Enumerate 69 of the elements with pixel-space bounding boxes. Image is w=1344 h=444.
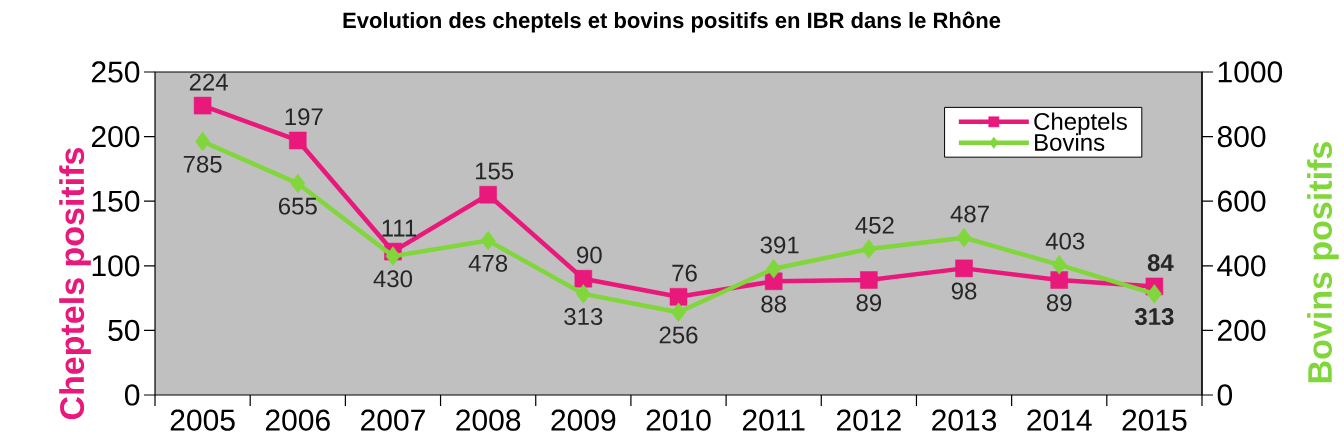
point	[955, 259, 973, 278]
data-label: 84	[1147, 254, 1174, 272]
y2-tick-label: 600	[1218, 190, 1266, 212]
point	[574, 269, 593, 288]
data-label: 430	[373, 270, 413, 288]
y-tick-label: 200	[91, 125, 140, 148]
data-label: 197	[285, 108, 323, 126]
data-label: 313	[564, 308, 603, 326]
legend-label: Cheptels	[1034, 112, 1127, 135]
y-tick-label: 50	[108, 319, 140, 342]
data-label: 452	[855, 216, 894, 234]
y-axis-title: Cheptels positifs	[59, 148, 91, 420]
x-tick-label: 2008	[456, 409, 521, 431]
point	[290, 173, 306, 194]
data-label: 89	[1046, 294, 1072, 312]
point	[385, 246, 401, 266]
data-label: 88	[761, 295, 786, 313]
x-tick-label: 2015	[1122, 409, 1187, 431]
data-label: 98	[951, 282, 977, 300]
data-label: 256	[659, 326, 698, 344]
data-label: 403	[1045, 232, 1085, 250]
y2-tick-label: 400	[1217, 255, 1266, 277]
data-label: 76	[672, 264, 697, 282]
x-tick-label: 2013	[932, 409, 997, 431]
x-tick-label: 2005	[170, 409, 235, 431]
x-tick-label: 2012	[837, 409, 901, 431]
data-label: 89	[856, 294, 882, 312]
data-label: 391	[760, 236, 799, 254]
point	[195, 131, 210, 152]
y2-tick-label: 800	[1217, 125, 1266, 148]
x-tick-label: 2006	[265, 409, 330, 431]
y2-tick-label: 0	[1217, 384, 1233, 406]
data-label: 224	[189, 73, 228, 91]
y-tick-label: 150	[92, 190, 140, 212]
y2-tick-label: 200	[1218, 319, 1266, 342]
data-label: 487	[950, 205, 989, 223]
data-label: 478	[468, 254, 508, 272]
chart-title: Evolution des cheptels et bovins positifs en IBR dans le Rhône	[343, 11, 1001, 33]
point	[479, 185, 497, 204]
point	[766, 258, 782, 279]
data-label: 655	[278, 197, 317, 215]
point	[671, 302, 686, 323]
x-tick-label: 2010	[646, 409, 711, 431]
point	[1051, 255, 1067, 275]
y-tick-label: 100	[92, 255, 140, 277]
x-tick-label: 2007	[361, 409, 425, 431]
point	[860, 271, 878, 289]
x-tick-label: 2014	[1027, 409, 1092, 431]
y-tick-label: 0	[124, 384, 140, 406]
point	[956, 227, 972, 248]
point	[480, 230, 496, 251]
point	[861, 239, 877, 259]
point	[1147, 284, 1162, 304]
data-label: 90	[577, 246, 602, 264]
y2-tick-label: 1000	[1218, 61, 1283, 83]
point	[575, 284, 591, 304]
point	[193, 96, 212, 115]
x-tick-label: 2009	[551, 409, 616, 431]
data-label: 155	[475, 162, 514, 180]
legend-label: Bovins	[1035, 133, 1105, 151]
point	[1050, 271, 1068, 289]
y2-axis-title: Bovins positifs	[1307, 142, 1339, 383]
data-label: 111	[382, 219, 417, 237]
point	[669, 288, 688, 306]
point	[289, 131, 307, 150]
data-label: 313	[1134, 308, 1174, 326]
data-label: 785	[183, 155, 222, 173]
y-tick-label: 250	[91, 61, 140, 83]
x-tick-label: 2011	[742, 409, 805, 431]
